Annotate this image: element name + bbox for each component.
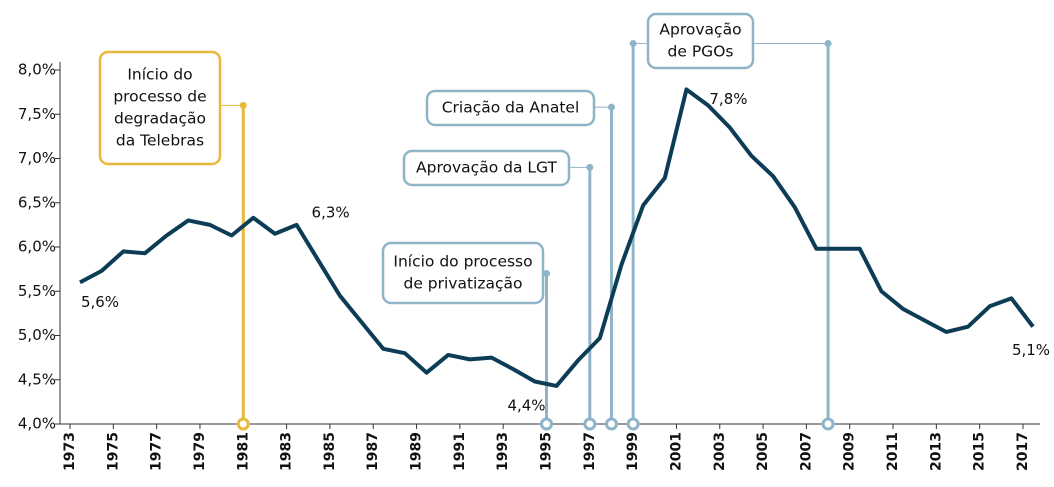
data-label: 5,1%	[1012, 341, 1050, 359]
x-tick-label: 1987	[365, 432, 381, 471]
annotation-text: Criação da Anatel	[442, 99, 580, 117]
event-base	[540, 417, 553, 431]
y-tick-label: 7,5%	[18, 105, 56, 123]
x-tick-label: 1995	[539, 432, 555, 471]
x-tick-label: 2003	[712, 432, 728, 471]
event-dot	[239, 101, 247, 109]
line	[79, 87, 1035, 388]
x-tick-label: 2007	[798, 432, 814, 471]
annotation-text: Aprovação da LGT	[416, 159, 557, 177]
y-tick-label: 5,5%	[18, 282, 56, 300]
y-tick-label: 6,0%	[18, 238, 56, 256]
event-base	[583, 417, 597, 431]
x-tick-label: 1999	[625, 432, 641, 471]
annotation-box	[381, 241, 545, 305]
x-tick-label: 1973	[62, 432, 78, 471]
y-tick-label: 4,5%	[18, 370, 56, 388]
event-base	[604, 417, 618, 431]
annotation-text: de PGOs	[668, 43, 734, 61]
event-dot	[586, 163, 594, 171]
x-tick-label: 2013	[928, 432, 944, 471]
y-tick-label: 4,0%	[18, 415, 56, 433]
event-dot	[543, 270, 550, 278]
x-tick-label: 1989	[409, 432, 425, 471]
x-tick-label: 1979	[192, 432, 208, 471]
annotation-box	[402, 149, 571, 187]
y-tick-label: 7,0%	[18, 149, 56, 167]
x-tick-label: 2005	[755, 432, 771, 471]
event-dot	[607, 103, 615, 111]
event-base	[821, 417, 835, 431]
x-tick-label: 1975	[105, 432, 121, 471]
annotation-text: Aprovação	[659, 21, 741, 39]
annotation-box	[98, 50, 222, 166]
annotation-text: Início do processo	[393, 253, 532, 271]
x-tick-label: 1983	[279, 432, 295, 471]
annotation-box	[425, 89, 596, 127]
x-tick-label: 1991	[452, 432, 468, 471]
x-tick-label: 2009	[842, 432, 858, 471]
y-tick-label: 6,5%	[18, 193, 56, 211]
annotation-text: Início do	[127, 66, 192, 84]
data-label: 7,8%	[709, 90, 747, 108]
annotation-text: da Telebras	[116, 132, 204, 150]
event-dot	[824, 39, 832, 47]
annotation-text: processo de	[113, 88, 206, 106]
event-dot	[629, 39, 637, 47]
x-tick-label: 1977	[149, 432, 165, 471]
data-label: 6,3%	[312, 203, 350, 221]
data-label: 4,4%	[507, 396, 545, 414]
x-tick-label: 2017	[1015, 432, 1031, 471]
event-base	[626, 417, 640, 431]
y-tick-label: 8,0%	[18, 61, 56, 79]
data-label: 5,6%	[81, 293, 119, 311]
annotation-box	[646, 12, 755, 70]
x-tick-label: 2015	[972, 432, 988, 471]
annotation-text: de privatização	[403, 275, 522, 293]
x-tick-label: 1981	[235, 432, 251, 471]
x-tick-label: 1993	[495, 432, 511, 471]
y-tick-label: 5,0%	[18, 326, 56, 344]
x-tick-label: 1985	[322, 432, 338, 471]
event-base	[236, 417, 250, 431]
annotation-text: degradação	[114, 110, 206, 128]
x-tick-label: 2001	[668, 432, 684, 471]
x-tick-label: 1997	[582, 432, 598, 471]
x-tick-label: 2011	[885, 432, 901, 471]
